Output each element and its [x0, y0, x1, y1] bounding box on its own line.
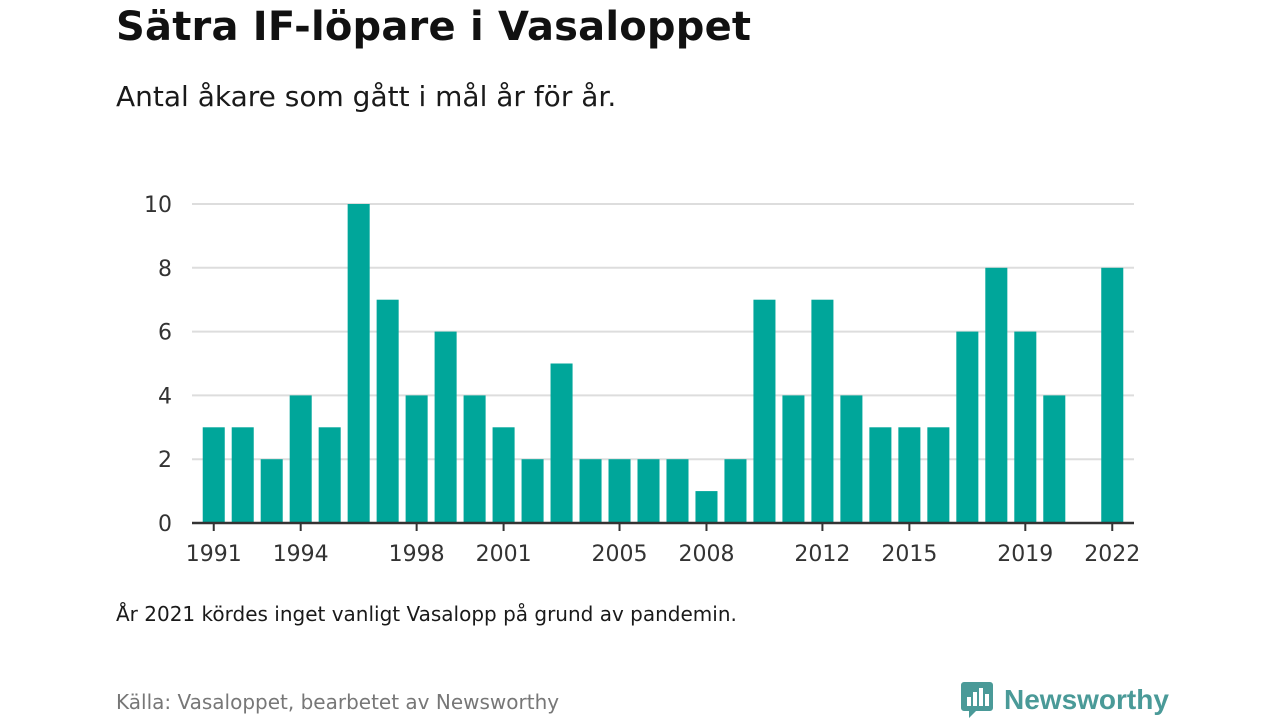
bar-1994 — [289, 395, 312, 523]
bar-1995 — [318, 427, 341, 523]
bar-2014 — [869, 427, 892, 523]
bar-2012 — [811, 299, 834, 523]
bar-2007 — [666, 459, 689, 523]
bar-1999 — [434, 331, 457, 523]
bar-2001 — [492, 427, 515, 523]
bar-2008 — [695, 491, 718, 523]
x-tick-label: 1998 — [389, 542, 445, 567]
brand-name: Newsworthy — [1004, 684, 1169, 715]
bar-2022 — [1101, 267, 1124, 523]
bar-2017 — [956, 331, 979, 523]
y-tick-label: 2 — [158, 448, 172, 473]
bar-2016 — [927, 427, 950, 523]
bar-1998 — [405, 395, 428, 523]
bar-2013 — [840, 395, 863, 523]
bar-2004 — [579, 459, 602, 523]
x-tick-label: 2022 — [1084, 542, 1140, 567]
bar-1992 — [231, 427, 254, 523]
bar-chart: 0 2 4 6 8 10 1991 1994 1998 2001 2005 2008 2012 2015… — [144, 193, 1140, 567]
x-tick-label: 2008 — [678, 542, 734, 567]
bar-2000 — [463, 395, 486, 523]
x-tick-label: 1991 — [186, 542, 242, 567]
bar-2002 — [521, 459, 544, 523]
chart-subtitle: Antal åkare som gått i mål år för år. — [116, 80, 617, 113]
bar-2005 — [608, 459, 631, 523]
bar-1991 — [202, 427, 225, 523]
x-tick-label: 2012 — [794, 542, 850, 567]
source-note: Källa: Vasaloppet, bearbetet av Newswort… — [116, 690, 560, 714]
chart-title: Sätra IF-löpare i Vasaloppet — [116, 4, 752, 50]
y-tick-label: 0 — [158, 512, 172, 537]
bar-2006 — [637, 459, 660, 523]
bar-2010 — [753, 299, 776, 523]
x-tick-label: 2001 — [476, 542, 532, 567]
y-tick-label: 10 — [144, 193, 172, 218]
bar-2020 — [1043, 395, 1066, 523]
x-axis-ticks: 1991 1994 1998 2001 2005 2008 2012 2015 2019 2022 — [186, 523, 1140, 567]
x-tick-label: 2015 — [881, 542, 937, 567]
bar-2015 — [898, 427, 921, 523]
x-tick-label: 2005 — [592, 542, 648, 567]
bar-1997 — [376, 299, 399, 523]
bar-1993 — [260, 459, 283, 523]
newsworthy-logo-icon — [961, 682, 993, 718]
bar-2011 — [782, 395, 805, 523]
bar-1996 — [347, 204, 370, 523]
bar-2019 — [1014, 331, 1037, 523]
y-tick-label: 6 — [158, 321, 172, 346]
bar-2009 — [724, 459, 747, 523]
bar-2018 — [985, 267, 1008, 523]
footnote: År 2021 kördes inget vanligt Vasalopp på… — [116, 602, 737, 626]
y-axis-ticks: 0 2 4 6 8 10 — [144, 193, 172, 537]
brand-logo: Newsworthy — [960, 680, 1169, 720]
bars — [202, 204, 1124, 523]
x-tick-label: 2019 — [997, 542, 1053, 567]
x-tick-label: 1994 — [273, 542, 329, 567]
bar-2003 — [550, 363, 573, 523]
y-tick-label: 8 — [158, 257, 172, 282]
y-tick-label: 4 — [158, 384, 172, 409]
